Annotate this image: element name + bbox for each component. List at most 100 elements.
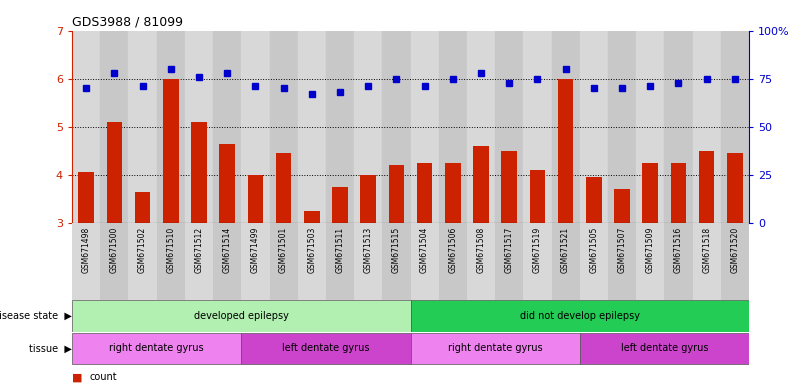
Bar xyxy=(213,223,241,300)
Bar xyxy=(699,151,714,223)
Text: GSM671515: GSM671515 xyxy=(392,227,401,273)
Bar xyxy=(495,223,523,300)
Bar xyxy=(473,146,489,223)
Bar xyxy=(727,153,743,223)
Bar xyxy=(557,79,574,223)
Text: GSM671517: GSM671517 xyxy=(505,227,513,273)
Bar xyxy=(586,177,602,223)
Bar xyxy=(664,31,693,223)
Text: GSM671510: GSM671510 xyxy=(167,227,175,273)
Bar xyxy=(445,163,461,223)
Bar xyxy=(642,163,658,223)
Text: GSM671516: GSM671516 xyxy=(674,227,683,273)
Text: GSM671498: GSM671498 xyxy=(82,227,91,273)
Bar xyxy=(580,333,749,364)
Bar xyxy=(636,223,664,300)
Text: GSM671519: GSM671519 xyxy=(533,227,542,273)
Text: GSM671508: GSM671508 xyxy=(477,227,485,273)
Bar xyxy=(100,223,128,300)
Bar xyxy=(72,300,411,331)
Text: GSM671506: GSM671506 xyxy=(449,227,457,273)
Text: GDS3988 / 81099: GDS3988 / 81099 xyxy=(72,15,183,28)
Text: GSM671504: GSM671504 xyxy=(420,227,429,273)
Bar xyxy=(580,31,608,223)
Text: tissue  ▶: tissue ▶ xyxy=(29,343,72,354)
Bar xyxy=(693,31,721,223)
Text: GSM671503: GSM671503 xyxy=(308,227,316,273)
Text: GSM671514: GSM671514 xyxy=(223,227,231,273)
Text: left dentate gyrus: left dentate gyrus xyxy=(282,343,369,354)
Bar xyxy=(382,223,411,300)
Bar xyxy=(439,31,467,223)
Bar xyxy=(298,31,326,223)
Bar xyxy=(580,223,608,300)
Bar xyxy=(664,223,693,300)
Bar xyxy=(157,223,185,300)
Text: GSM671511: GSM671511 xyxy=(336,227,344,273)
Bar xyxy=(241,223,269,300)
Bar xyxy=(191,122,207,223)
Bar xyxy=(670,163,686,223)
Bar xyxy=(360,175,376,223)
Bar xyxy=(721,31,749,223)
Bar xyxy=(608,31,636,223)
Bar xyxy=(163,79,179,223)
Text: GSM671499: GSM671499 xyxy=(251,227,260,273)
Bar xyxy=(276,153,292,223)
Bar xyxy=(72,333,241,364)
Bar xyxy=(501,151,517,223)
Bar xyxy=(304,211,320,223)
Text: GSM671520: GSM671520 xyxy=(731,227,739,273)
Bar xyxy=(332,187,348,223)
Bar xyxy=(100,31,128,223)
Text: GSM671505: GSM671505 xyxy=(590,227,598,273)
Bar xyxy=(552,31,580,223)
Bar xyxy=(185,31,213,223)
Bar xyxy=(552,223,580,300)
Text: GSM671518: GSM671518 xyxy=(702,227,711,273)
Bar xyxy=(388,165,405,223)
Bar xyxy=(529,170,545,223)
Text: ■: ■ xyxy=(72,372,86,382)
Bar xyxy=(128,223,157,300)
Bar xyxy=(467,223,495,300)
Bar xyxy=(411,300,749,331)
Text: GSM671509: GSM671509 xyxy=(646,227,654,273)
Bar xyxy=(411,333,580,364)
Text: GSM671501: GSM671501 xyxy=(279,227,288,273)
Bar xyxy=(128,31,157,223)
Text: developed epilepsy: developed epilepsy xyxy=(194,311,288,321)
Bar xyxy=(72,31,100,223)
Bar xyxy=(241,333,411,364)
Bar xyxy=(411,31,439,223)
Bar xyxy=(72,223,100,300)
Bar xyxy=(467,31,495,223)
Bar xyxy=(439,223,467,300)
Bar xyxy=(354,223,382,300)
Text: GSM671500: GSM671500 xyxy=(110,227,119,273)
Text: count: count xyxy=(90,372,117,382)
Bar xyxy=(107,122,122,223)
Bar xyxy=(326,223,354,300)
Text: GSM671512: GSM671512 xyxy=(195,227,203,273)
Bar xyxy=(523,223,552,300)
Bar xyxy=(157,31,185,223)
Text: GSM671521: GSM671521 xyxy=(562,227,570,273)
Text: left dentate gyrus: left dentate gyrus xyxy=(621,343,708,354)
Bar xyxy=(495,31,523,223)
Bar xyxy=(354,31,382,223)
Bar xyxy=(614,189,630,223)
Bar xyxy=(636,31,664,223)
Bar xyxy=(411,223,439,300)
Bar xyxy=(135,192,151,223)
Bar xyxy=(417,163,433,223)
Text: right dentate gyrus: right dentate gyrus xyxy=(448,343,542,354)
Text: GSM671502: GSM671502 xyxy=(138,227,147,273)
Text: GSM671507: GSM671507 xyxy=(618,227,626,273)
Bar xyxy=(721,223,749,300)
Bar xyxy=(185,223,213,300)
Bar xyxy=(241,31,269,223)
Text: disease state  ▶: disease state ▶ xyxy=(0,311,72,321)
Bar xyxy=(382,31,411,223)
Bar xyxy=(248,175,264,223)
